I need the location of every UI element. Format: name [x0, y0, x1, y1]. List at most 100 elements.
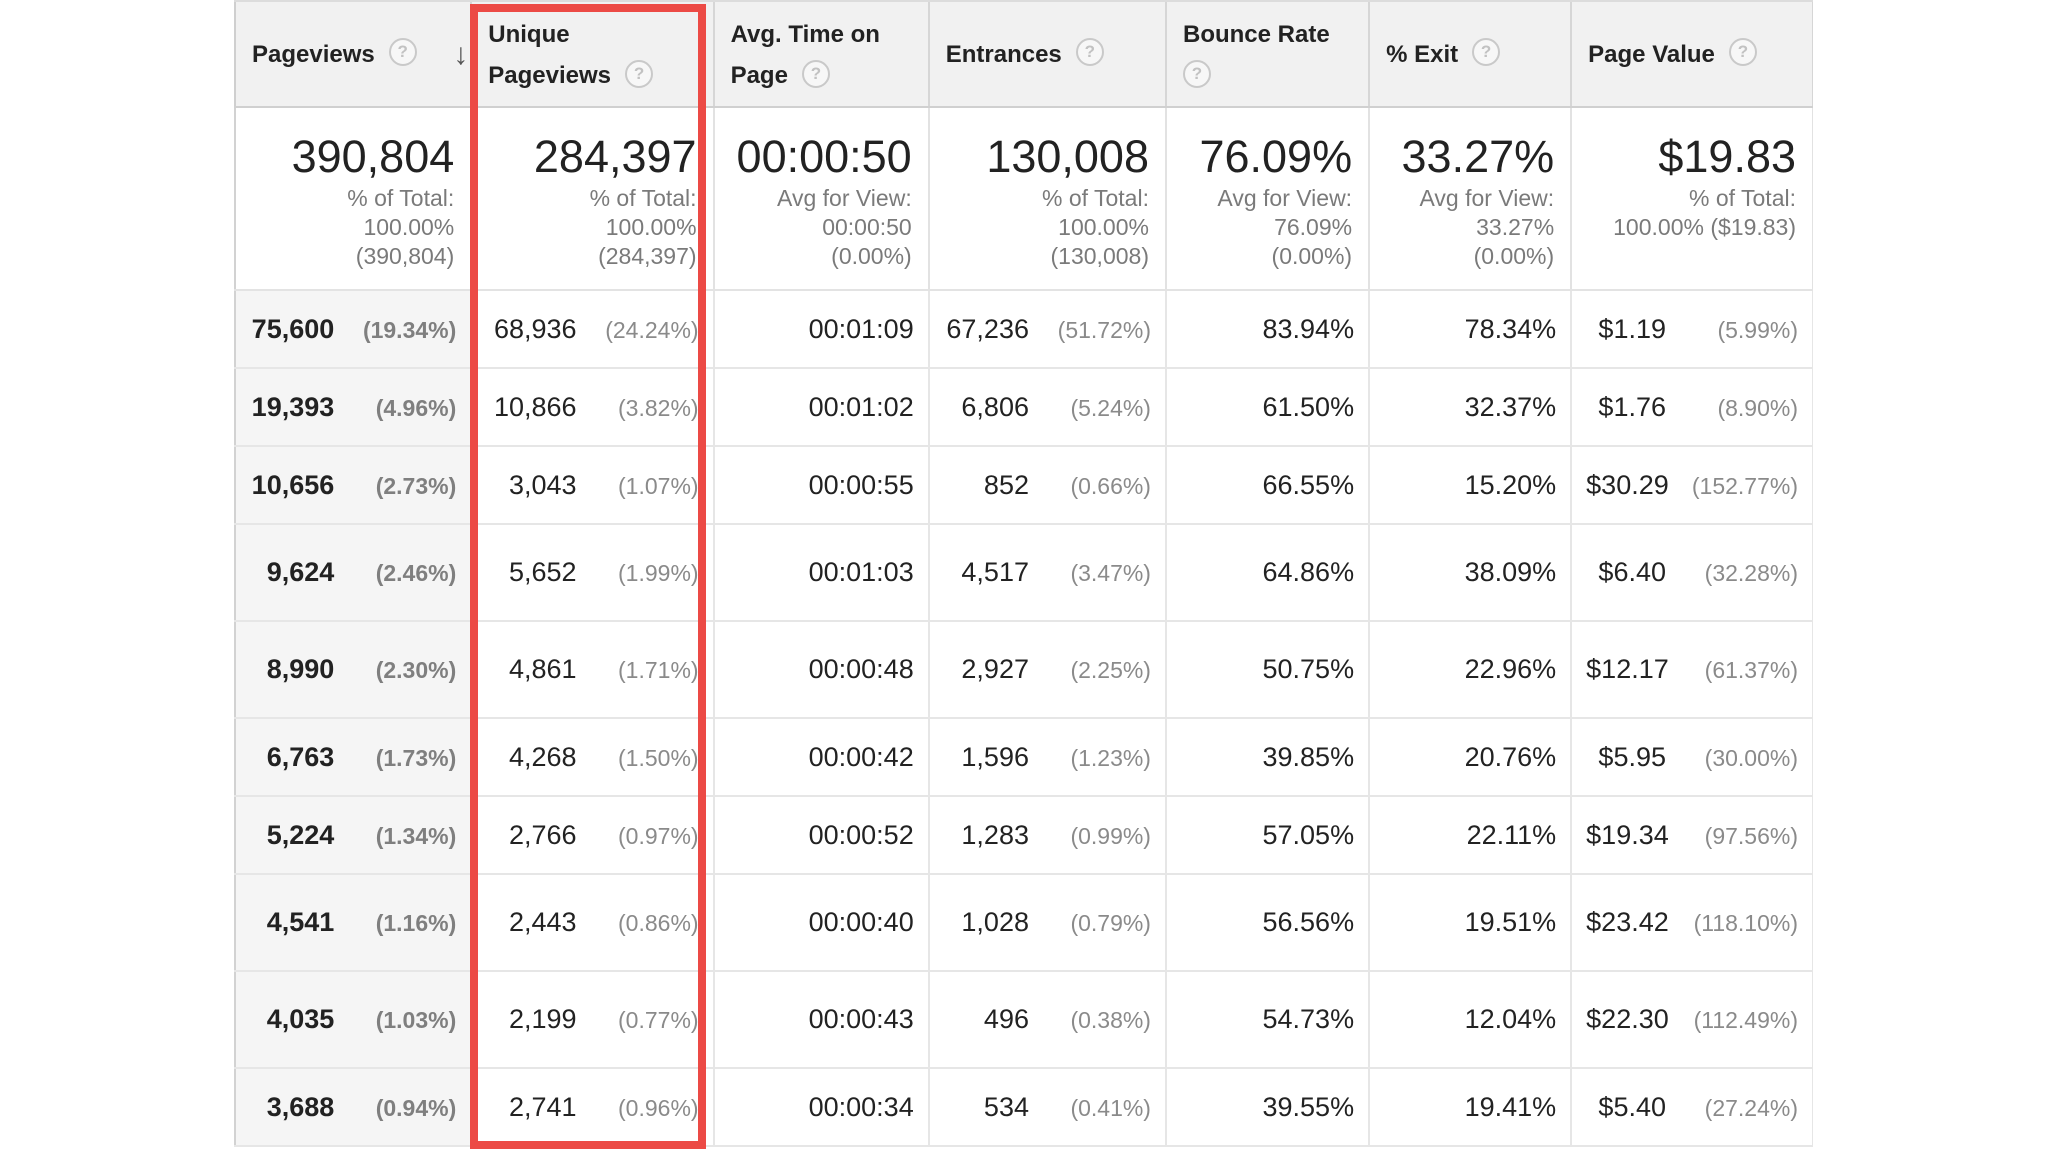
pageviews-percent: (2.46%) [375, 560, 457, 586]
unique-pageviews-percent: (0.77%) [618, 1007, 699, 1033]
cell-unique-pageviews: 2,199 (0.77%) [470, 971, 714, 1069]
entrances-value: 67,236 [946, 313, 1029, 344]
summary-value: 76.09% [1199, 131, 1353, 182]
question-icon[interactable]: ? [1075, 38, 1104, 67]
pageviews-value: 6,763 [266, 741, 335, 772]
summary-caption: 00:00:50 [822, 214, 912, 240]
question-icon[interactable]: ? [801, 59, 830, 88]
cell-entrances: 4,517 (3.47%) [927, 524, 1166, 622]
summary-caption: (0.00%) [831, 243, 912, 269]
cell-unique-pageviews: 2,443 (0.86%) [470, 874, 714, 972]
exit-value: 38.09% [1464, 557, 1557, 587]
question-icon[interactable]: ? [1182, 59, 1211, 88]
exit-value: 22.11% [1466, 819, 1557, 850]
unique-pageviews-percent: (1.50%) [618, 744, 699, 771]
entrances-value: 4,517 [961, 557, 1029, 587]
entrances-value: 534 [983, 1091, 1029, 1122]
cell-exit: 19.51% [1368, 874, 1572, 972]
table-row[interactable]: 75,600 (19.34%) 68,936 (24.24%) 00:01:09 67,2… [233, 290, 1814, 369]
column-header-unique-pageviews[interactable]: Unique Pageviews? [470, 0, 714, 108]
summary-cell-pageviews: 390,804 % of Total: 100.00% (390,804) [233, 107, 472, 291]
page-value-percent: (61.37%) [1704, 657, 1798, 683]
pageviews-value: 9,624 [266, 557, 335, 587]
unique-pageviews-percent: (1.99%) [618, 560, 699, 586]
cell-page-value: $6.40 (32.28%) [1570, 524, 1814, 622]
cell-bounce-rate: 39.55% [1164, 1068, 1370, 1147]
cell-avg-time: 00:00:52 [712, 796, 929, 875]
page-value-value: $23.42 [1586, 907, 1669, 937]
table-row[interactable]: 9,624 (2.46%) 5,652 (1.99%) 00:01:03 4,517 (3.… [233, 524, 1814, 622]
column-header-label: Page Value [1588, 40, 1715, 68]
cell-page-value: $12.17 (61.37%) [1570, 621, 1814, 719]
cell-avg-time: 00:00:42 [712, 718, 929, 797]
pageviews-percent: (1.03%) [375, 1007, 457, 1033]
summary-value: 130,008 [986, 131, 1149, 182]
cell-page-value: $1.76 (8.90%) [1570, 368, 1814, 447]
cell-avg-time: 00:01:03 [712, 524, 929, 622]
page-value-percent: (8.90%) [1717, 394, 1798, 421]
cell-exit: 15.20% [1368, 446, 1572, 525]
pageviews-value: 75,600 [251, 313, 335, 344]
cell-entrances: 496 (0.38%) [927, 971, 1166, 1069]
column-header-pageviews[interactable]: Pageviews? ↓ [233, 0, 472, 108]
bounce-rate-value: 39.55% [1262, 1091, 1355, 1122]
table-row[interactable]: 6,763 (1.73%) 4,268 (1.50%) 00:00:42 1,596 (1.… [233, 718, 1814, 797]
unique-pageviews-value: 4,861 [508, 654, 577, 684]
page-value-value: $1.19 [1598, 313, 1666, 344]
summary-caption: (390,804) [355, 243, 455, 269]
question-icon[interactable]: ? [625, 59, 654, 88]
cell-unique-pageviews: 68,936 (24.24%) [470, 290, 714, 369]
table-row[interactable]: 10,656 (2.73%) 3,043 (1.07%) 00:00:55 852 (0.6… [233, 446, 1814, 525]
question-icon[interactable]: ? [1472, 38, 1501, 67]
column-header-page-value[interactable]: Page Value? [1570, 0, 1814, 108]
column-header-avg-time-on-page[interactable]: Avg. Time on Page? [712, 0, 929, 108]
cell-page-value: $5.95 (30.00%) [1570, 718, 1814, 797]
cell-entrances: 534 (0.41%) [927, 1068, 1166, 1147]
pageviews-value: 5,224 [266, 819, 335, 850]
cell-pageviews: 5,224 (1.34%) [233, 796, 472, 875]
cell-avg-time: 00:00:43 [712, 971, 929, 1069]
unique-pageviews-percent: (1.71%) [618, 657, 699, 683]
pageviews-percent: (2.30%) [375, 657, 457, 683]
column-header-label: Bounce Rate [1182, 21, 1330, 48]
exit-value: 15.20% [1464, 469, 1557, 500]
column-header-label: Page [730, 62, 788, 89]
cell-page-value: $22.30 (112.49%) [1570, 971, 1814, 1069]
column-header-label: % Exit [1386, 40, 1459, 68]
cell-exit: 20.76% [1368, 718, 1572, 797]
page-value-value: $12.17 [1586, 654, 1669, 684]
column-header-exit[interactable]: % Exit? [1368, 0, 1572, 108]
table-row[interactable]: 4,035 (1.03%) 2,199 (0.77%) 00:00:43 496 (0.38… [233, 971, 1814, 1069]
cell-page-value: $23.42 (118.10%) [1570, 874, 1814, 972]
column-header-entrances[interactable]: Entrances? [927, 0, 1166, 108]
page-value-value: $5.40 [1598, 1091, 1666, 1122]
cell-unique-pageviews: 2,741 (0.96%) [470, 1068, 714, 1147]
cell-entrances: 6,806 (5.24%) [927, 368, 1166, 447]
page-value-value: $30.29 [1586, 469, 1669, 500]
unique-pageviews-percent: (1.07%) [618, 472, 699, 499]
summary-cell-avg-time: 00:00:50 Avg for View: 00:00:50 (0.00%) [712, 107, 929, 291]
cell-exit: 22.11% [1368, 796, 1572, 875]
page-value-percent: (112.49%) [1693, 1007, 1798, 1033]
bounce-rate-value: 66.55% [1262, 469, 1355, 500]
table-row[interactable]: 8,990 (2.30%) 4,861 (1.71%) 00:00:48 2,927 (2.… [233, 621, 1814, 719]
cell-bounce-rate: 57.05% [1164, 796, 1370, 875]
table-row[interactable]: 4,541 (1.16%) 2,443 (0.86%) 00:00:40 1,028 (0.… [233, 874, 1814, 972]
summary-caption: Avg for View: [1419, 185, 1555, 211]
exit-value: 32.37% [1464, 391, 1557, 422]
column-header-label: Pageviews [252, 40, 375, 68]
cell-exit: 22.96% [1368, 621, 1572, 719]
table-row[interactable]: 19,393 (4.96%) 10,866 (3.82%) 00:01:02 6,806 (… [233, 368, 1814, 447]
unique-pageviews-percent: (0.96%) [618, 1094, 699, 1121]
table-row[interactable]: 5,224 (1.34%) 2,766 (0.97%) 00:00:52 1,283 (0.… [233, 796, 1814, 875]
summary-caption: 100.00% [1058, 214, 1149, 240]
unique-pageviews-percent: (24.24%) [605, 316, 699, 343]
question-icon[interactable]: ? [388, 38, 417, 67]
column-header-bounce-rate[interactable]: Bounce Rate ? [1164, 0, 1370, 108]
table-row[interactable]: 3,688 (0.94%) 2,741 (0.96%) 00:00:34 534 (0.41… [233, 1068, 1814, 1147]
entrances-percent: (2.25%) [1070, 657, 1151, 683]
question-icon[interactable]: ? [1728, 38, 1757, 67]
summary-caption: Avg for View: [1217, 185, 1353, 211]
page-value-value: $1.76 [1598, 391, 1666, 422]
arrow-down-icon[interactable]: ↓ [453, 38, 469, 71]
